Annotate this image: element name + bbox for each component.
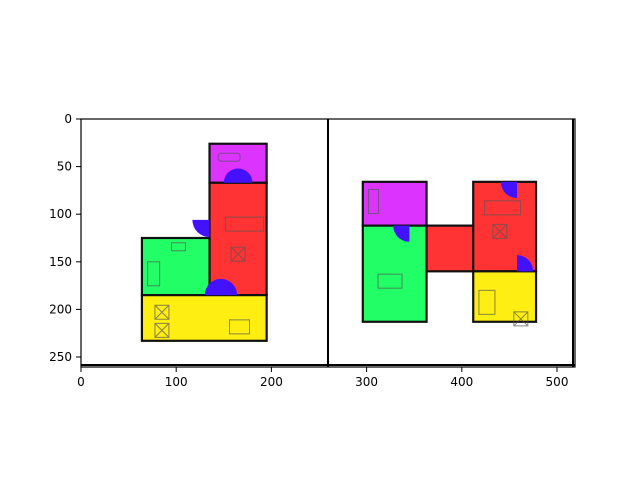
door-swing <box>223 168 253 183</box>
x-tick-label: 100 <box>165 375 188 389</box>
room-living <box>425 224 478 273</box>
y-tick-label: 250 <box>49 350 72 364</box>
y-tick-label: 150 <box>49 255 72 269</box>
x-tick-label: 200 <box>260 375 283 389</box>
y-tick-label: 200 <box>49 302 72 316</box>
right-plan <box>361 180 538 323</box>
door-swing <box>517 255 534 272</box>
room-bath <box>140 294 268 342</box>
x-tick-label: 400 <box>450 375 473 389</box>
ticks-layer: 0 100 200 300 400 500 0 50 100 150 200 250 <box>49 112 568 389</box>
furniture-sketches <box>147 152 529 338</box>
x-tick-label: 0 <box>77 375 85 389</box>
y-tick-label: 50 <box>57 160 72 174</box>
x-tick-label: 500 <box>546 375 569 389</box>
room-bath <box>472 270 538 323</box>
door-swing <box>192 219 210 238</box>
room-kitchen <box>140 236 211 297</box>
y-tick-label: 100 <box>49 207 72 221</box>
axes-frame <box>80 118 576 368</box>
plans-layer <box>140 142 538 342</box>
door-swing <box>393 225 410 242</box>
y-tick-label: 0 <box>64 112 72 126</box>
door-swing <box>204 278 238 296</box>
room-bedroom <box>361 180 428 227</box>
room-living <box>208 181 268 297</box>
x-tick-label: 300 <box>355 375 378 389</box>
door-swing <box>500 181 518 199</box>
